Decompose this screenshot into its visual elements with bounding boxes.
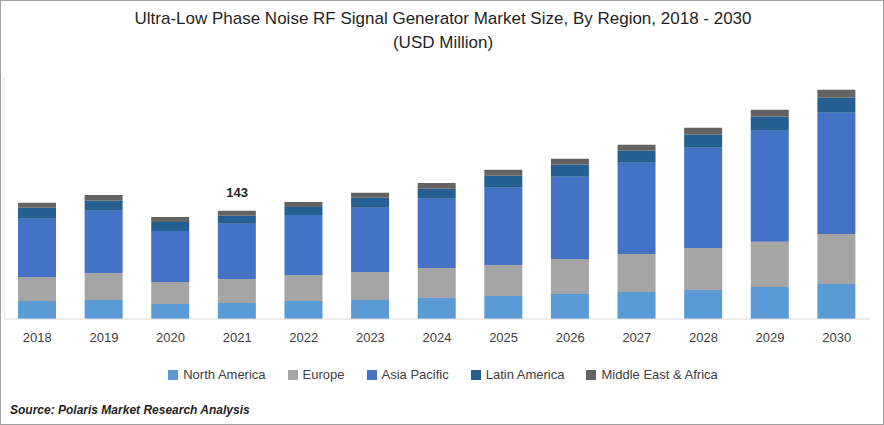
svg-text:2020: 2020 (156, 330, 185, 345)
svg-text:2022: 2022 (289, 330, 318, 345)
html-text:Asia Pacific: Asia Pacific (381, 367, 449, 382)
svg-text:2021: 2021 (223, 330, 252, 345)
svg-text:2025: 2025 (489, 330, 518, 345)
html-text:(USD Million): (USD Million) (392, 33, 494, 52)
svg-text:2027: 2027 (622, 330, 651, 345)
svg-text:2026: 2026 (556, 330, 585, 345)
svg-text:2024: 2024 (423, 330, 452, 345)
svg-text:2019: 2019 (89, 330, 118, 345)
svg-text:2030: 2030 (822, 330, 851, 345)
html-text:Source: Polaris Market Researc: Source: Polaris Market Research Analysis (10, 403, 250, 417)
html-text:Europe: Europe (302, 367, 345, 382)
html-text:Latin America: Latin America (485, 367, 565, 382)
svg-text:143: 143 (226, 185, 248, 200)
svg-text:2023: 2023 (356, 330, 385, 345)
html-text:Ultra-Low Phase Noise RF Signa: Ultra-Low Phase Noise RF Signal Generato… (134, 9, 752, 28)
html-text:Middle East & Africa: Middle East & Africa (601, 367, 718, 382)
svg-text:2028: 2028 (689, 330, 718, 345)
svg-text:2029: 2029 (756, 330, 785, 345)
html-text:North America: North America (183, 367, 266, 382)
svg-text:2018: 2018 (23, 330, 52, 345)
